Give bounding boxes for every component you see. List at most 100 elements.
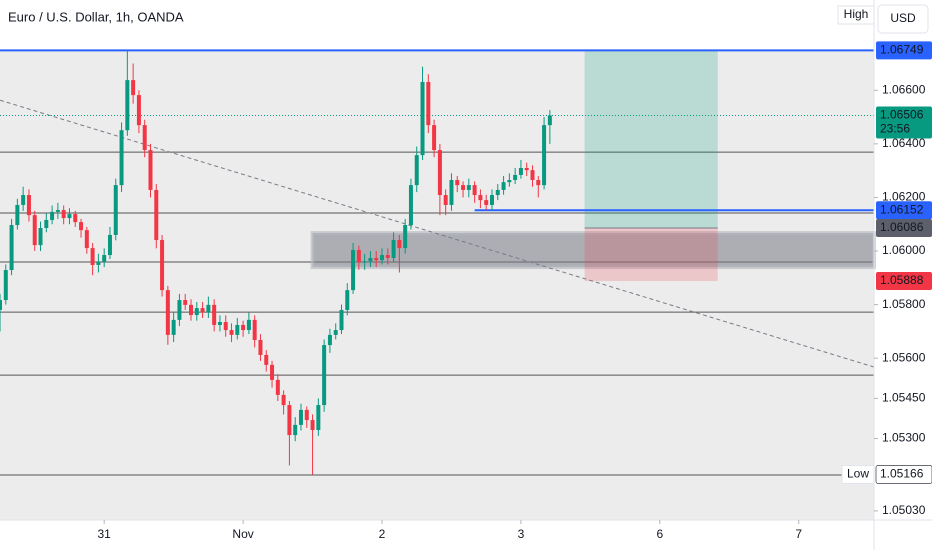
candle-body xyxy=(304,409,309,421)
price-tag xyxy=(876,201,932,220)
price-tag xyxy=(876,41,932,60)
candle-body xyxy=(455,180,460,186)
candle-body xyxy=(67,214,72,219)
candle-body xyxy=(466,185,471,190)
y-tick-label: 1.05600 xyxy=(882,350,926,364)
y-tick-label: 1.05450 xyxy=(882,391,926,405)
candle-body xyxy=(252,319,257,340)
candle-body xyxy=(524,167,529,171)
candle-body xyxy=(154,189,159,241)
candle-body xyxy=(385,255,390,258)
price-tag-label: 1.06152 xyxy=(880,202,924,216)
candle-body xyxy=(495,189,500,196)
candle-body xyxy=(183,300,188,305)
candle-body xyxy=(489,195,494,205)
high-marker: High xyxy=(844,7,869,21)
candle-body xyxy=(212,304,217,325)
candle-body xyxy=(50,211,55,220)
candle-body xyxy=(408,185,413,226)
plot-area xyxy=(0,49,877,521)
candle-body xyxy=(461,185,466,190)
x-tick-label: 2 xyxy=(379,527,386,541)
candle-body xyxy=(356,249,361,263)
candle-body xyxy=(90,248,95,265)
price-tag-label: 1.05166 xyxy=(880,467,924,481)
candle-body xyxy=(206,304,211,313)
candle-body xyxy=(507,180,512,183)
candle-body xyxy=(61,210,66,219)
candle-body xyxy=(235,324,240,335)
candle-body xyxy=(223,322,228,331)
candle-body xyxy=(107,234,112,256)
candle-body xyxy=(414,155,419,186)
candle-body xyxy=(131,80,136,96)
candle-body xyxy=(113,185,118,235)
candle-body xyxy=(316,405,321,430)
candle-body xyxy=(194,308,199,316)
y-tick-label: 1.06200 xyxy=(882,190,926,204)
candle-body xyxy=(339,309,344,331)
candle-body xyxy=(136,95,141,126)
price-tag-label: 1.06749 xyxy=(880,43,924,57)
candle-body xyxy=(298,409,303,425)
x-tick-label: Nov xyxy=(232,527,253,541)
y-tick-label: 1.06400 xyxy=(882,136,926,150)
candle-body xyxy=(542,125,547,186)
candle-body xyxy=(310,420,315,430)
candle-body xyxy=(189,304,194,316)
candle-body xyxy=(397,240,402,249)
candle-body xyxy=(432,125,437,151)
candle-body xyxy=(246,319,251,331)
price-tag-label: 1.06506 xyxy=(880,108,924,122)
x-tick-label: 7 xyxy=(795,527,802,541)
candle-body xyxy=(32,215,37,246)
candle-body xyxy=(327,334,332,346)
candle-body xyxy=(281,394,286,406)
candle-body xyxy=(420,81,425,156)
candle-body xyxy=(478,195,483,201)
candle-body xyxy=(264,354,269,365)
candle-body xyxy=(96,262,101,265)
price-tag-label: 1.06086 xyxy=(880,220,924,234)
candle-body xyxy=(241,324,246,331)
candle-body xyxy=(368,257,373,262)
price-tag xyxy=(876,106,932,139)
y-tick-label: 1.06000 xyxy=(882,243,926,257)
candle-body xyxy=(9,225,14,271)
candle-body xyxy=(142,125,147,151)
candle-body xyxy=(38,227,43,246)
x-tick-label: 6 xyxy=(656,527,663,541)
candle-body xyxy=(177,300,182,320)
candle-body xyxy=(403,225,408,249)
candle-body xyxy=(547,115,552,126)
candle-body xyxy=(501,182,506,190)
candle-body xyxy=(484,200,489,205)
price-tag-label: 1.05888 xyxy=(880,273,924,287)
candle-body xyxy=(426,81,431,126)
y-tick-label: 1.05030 xyxy=(882,503,926,517)
y-tick-label: 1.05300 xyxy=(882,431,926,445)
candle-body xyxy=(125,80,130,131)
price-tag xyxy=(876,218,932,237)
candle-body xyxy=(258,339,263,355)
candle-body xyxy=(119,130,124,186)
candle-body xyxy=(217,322,222,325)
candle-body xyxy=(165,290,170,335)
candle-body xyxy=(15,204,20,226)
x-tick-label: 3 xyxy=(518,527,525,541)
candle-body xyxy=(0,300,2,310)
candle-body xyxy=(380,255,385,261)
y-tick-label: 1.05800 xyxy=(882,297,926,311)
candle-body xyxy=(275,379,280,395)
candle-body xyxy=(287,405,292,436)
candle-body xyxy=(229,330,234,335)
candle-body xyxy=(171,319,176,335)
candle-body xyxy=(102,255,107,263)
currency-button[interactable] xyxy=(877,4,929,34)
candle-body xyxy=(293,424,298,436)
candle-body xyxy=(79,222,84,231)
candle-body xyxy=(351,249,356,291)
currency[interactable]: USD xyxy=(890,11,916,25)
candle-body xyxy=(472,185,477,196)
candle-body xyxy=(26,195,31,216)
